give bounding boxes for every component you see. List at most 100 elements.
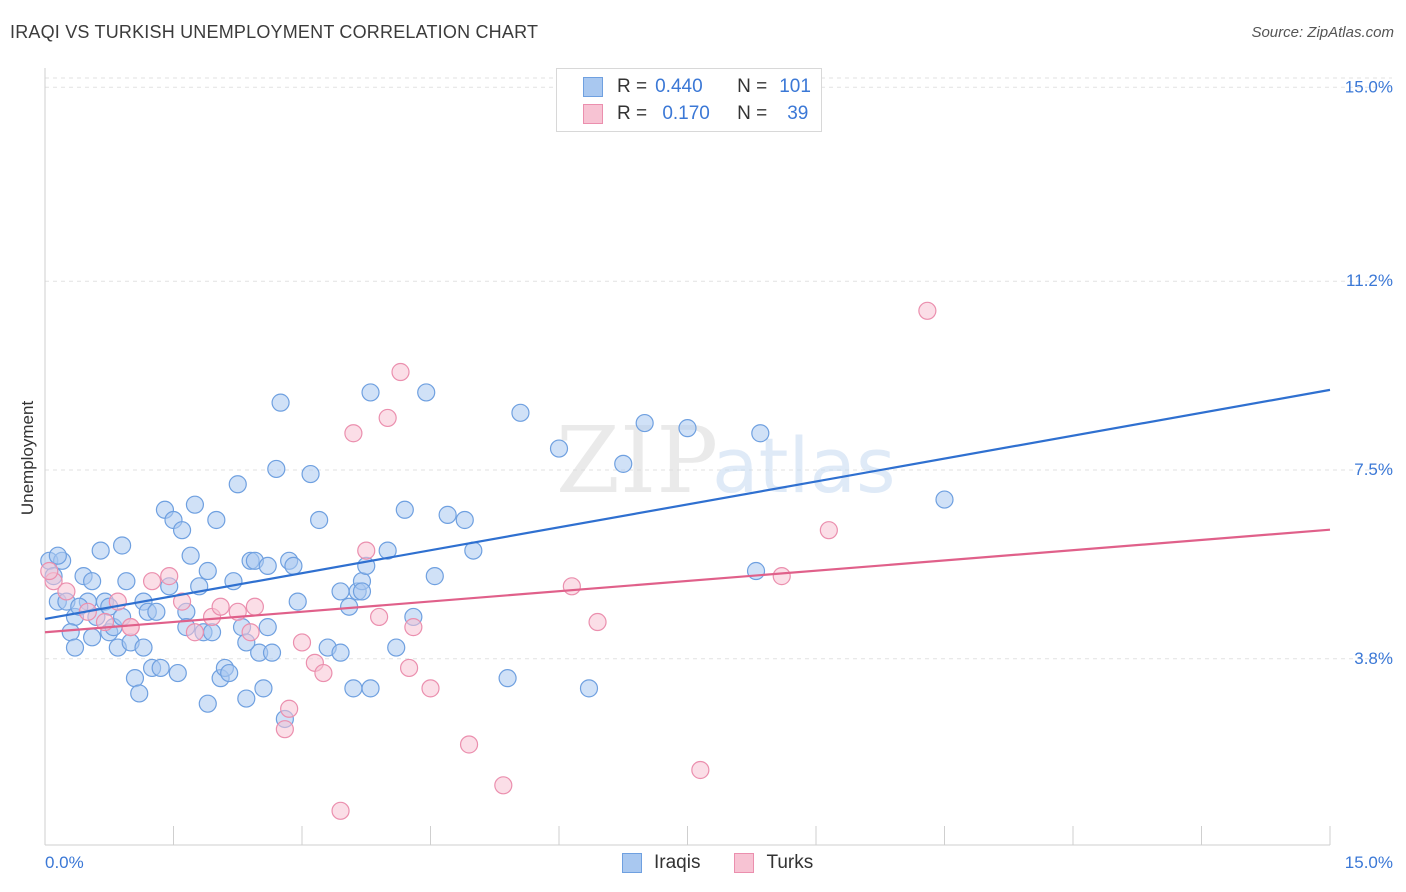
iraqis-point xyxy=(935,490,954,509)
legend-n-label: N = xyxy=(737,103,768,124)
trend-lines xyxy=(44,388,1331,634)
iraqis-point xyxy=(254,679,273,698)
iraqis-point xyxy=(130,684,149,703)
y-tick-label: 15.0% xyxy=(1345,77,1393,96)
legend-item-iraqis[interactable]: Iraqis xyxy=(622,852,700,874)
iraqis-point xyxy=(262,643,282,662)
iraqis-point xyxy=(65,638,85,657)
axis-labels: 3.8% 7.5% 11.2% 15.0% 0.0% 15.0% Unemployment xyxy=(18,77,1393,872)
legend-row-iraqis: R = 0.440 N = 101 xyxy=(583,74,811,100)
turks-point xyxy=(370,607,389,627)
turks-point xyxy=(421,679,440,698)
legend-r-value: 0.170 xyxy=(662,103,710,124)
iraqis-point xyxy=(271,393,290,412)
grid-lines xyxy=(45,77,1392,660)
turks-point xyxy=(275,720,294,739)
iraqis-point xyxy=(117,572,136,591)
turks-point xyxy=(121,618,140,637)
iraqis-point xyxy=(395,500,414,519)
turks-point xyxy=(245,597,264,616)
legend-item-turks[interactable]: Turks xyxy=(734,852,813,874)
turks-point xyxy=(391,362,410,382)
iraqis-point xyxy=(83,572,102,591)
iraqis-point xyxy=(237,689,256,708)
watermark-atlas: atlas xyxy=(712,421,896,510)
iraqis-point xyxy=(751,424,770,443)
iraqis-point xyxy=(134,638,153,657)
iraqis-point xyxy=(267,459,286,479)
legend-n-value: 39 xyxy=(787,103,809,124)
iraqis-point xyxy=(202,623,222,642)
iraqis-point xyxy=(301,464,320,484)
turks-point xyxy=(160,567,179,586)
iraqis-point xyxy=(417,383,436,402)
iraqis-point xyxy=(288,592,307,611)
legend-r-label: R = xyxy=(617,76,648,97)
turks-point xyxy=(57,582,76,601)
legend-label-iraqis: Iraqis xyxy=(654,852,701,873)
series-legend: Iraqis Turks xyxy=(622,852,847,874)
legend-n-value: 101 xyxy=(779,76,811,97)
turks-point xyxy=(494,776,513,795)
turks-point xyxy=(292,633,312,652)
turks-point xyxy=(562,577,581,596)
iraqis-point xyxy=(678,419,697,438)
turks-point xyxy=(40,561,59,581)
correlation-legend: R = 0.440 N = 101 R = 0.170 N = 39 xyxy=(556,68,822,132)
turks-point xyxy=(378,408,397,428)
turks-legend-swatch xyxy=(734,853,755,873)
iraqis-point xyxy=(48,546,67,565)
legend-row-turks: R = 0.170 N = 39 xyxy=(583,101,808,127)
x-tick-label-max: 15.0% xyxy=(1345,853,1393,872)
iraqis-point xyxy=(310,510,329,530)
turks-point xyxy=(331,801,350,820)
iraqis-point xyxy=(258,556,277,576)
iraqis-point xyxy=(172,521,192,540)
iraqis-point xyxy=(112,536,132,555)
legend-r-value: 0.440 xyxy=(655,76,703,97)
iraqis-point xyxy=(549,439,569,458)
iraqis-point xyxy=(361,679,380,698)
iraqis-point xyxy=(635,413,654,433)
iraqis-point xyxy=(284,556,303,576)
turks-point xyxy=(588,612,607,632)
iraqis-point xyxy=(352,582,372,601)
x-tick-label-min: 0.0% xyxy=(45,853,84,872)
turks-point xyxy=(819,521,838,540)
iraqis-trend-line xyxy=(44,388,1331,621)
turks-point xyxy=(280,699,299,718)
turks-point xyxy=(772,567,791,586)
iraqis-legend-swatch xyxy=(622,853,642,873)
iraqis-point xyxy=(168,663,187,683)
y-axis-label: Unemployment xyxy=(18,401,37,516)
iraqis-point xyxy=(258,618,277,637)
turks-point xyxy=(404,618,423,637)
iraqis-point xyxy=(198,561,217,581)
turks-point xyxy=(918,301,937,320)
turks-trend-line xyxy=(44,528,1331,634)
iraqis-point xyxy=(344,679,363,698)
turks-point xyxy=(459,735,479,754)
iraqis-point xyxy=(185,495,205,514)
source-label: Source: ZipAtlas.com xyxy=(1251,24,1394,41)
iraqis-point xyxy=(147,602,166,621)
iraqis-point xyxy=(220,663,239,683)
iraqis-point xyxy=(61,623,80,642)
iraqis-point xyxy=(198,694,217,713)
turks-point xyxy=(314,663,333,683)
iraqis-point xyxy=(455,510,474,530)
iraqis-point xyxy=(387,638,406,657)
iraqis-point xyxy=(151,658,170,678)
iraqis-point xyxy=(579,679,599,698)
iraqis-point xyxy=(207,510,226,530)
iraqis-point xyxy=(425,567,444,586)
iraqis-point xyxy=(181,546,200,565)
y-tick-label: 7.5% xyxy=(1354,460,1393,479)
turks-point xyxy=(691,760,710,780)
iraqis-point xyxy=(331,582,350,601)
turks-point xyxy=(357,541,376,560)
iraqis-point xyxy=(438,505,457,524)
legend-r-label: R = xyxy=(617,103,648,124)
turks-point xyxy=(185,623,205,642)
